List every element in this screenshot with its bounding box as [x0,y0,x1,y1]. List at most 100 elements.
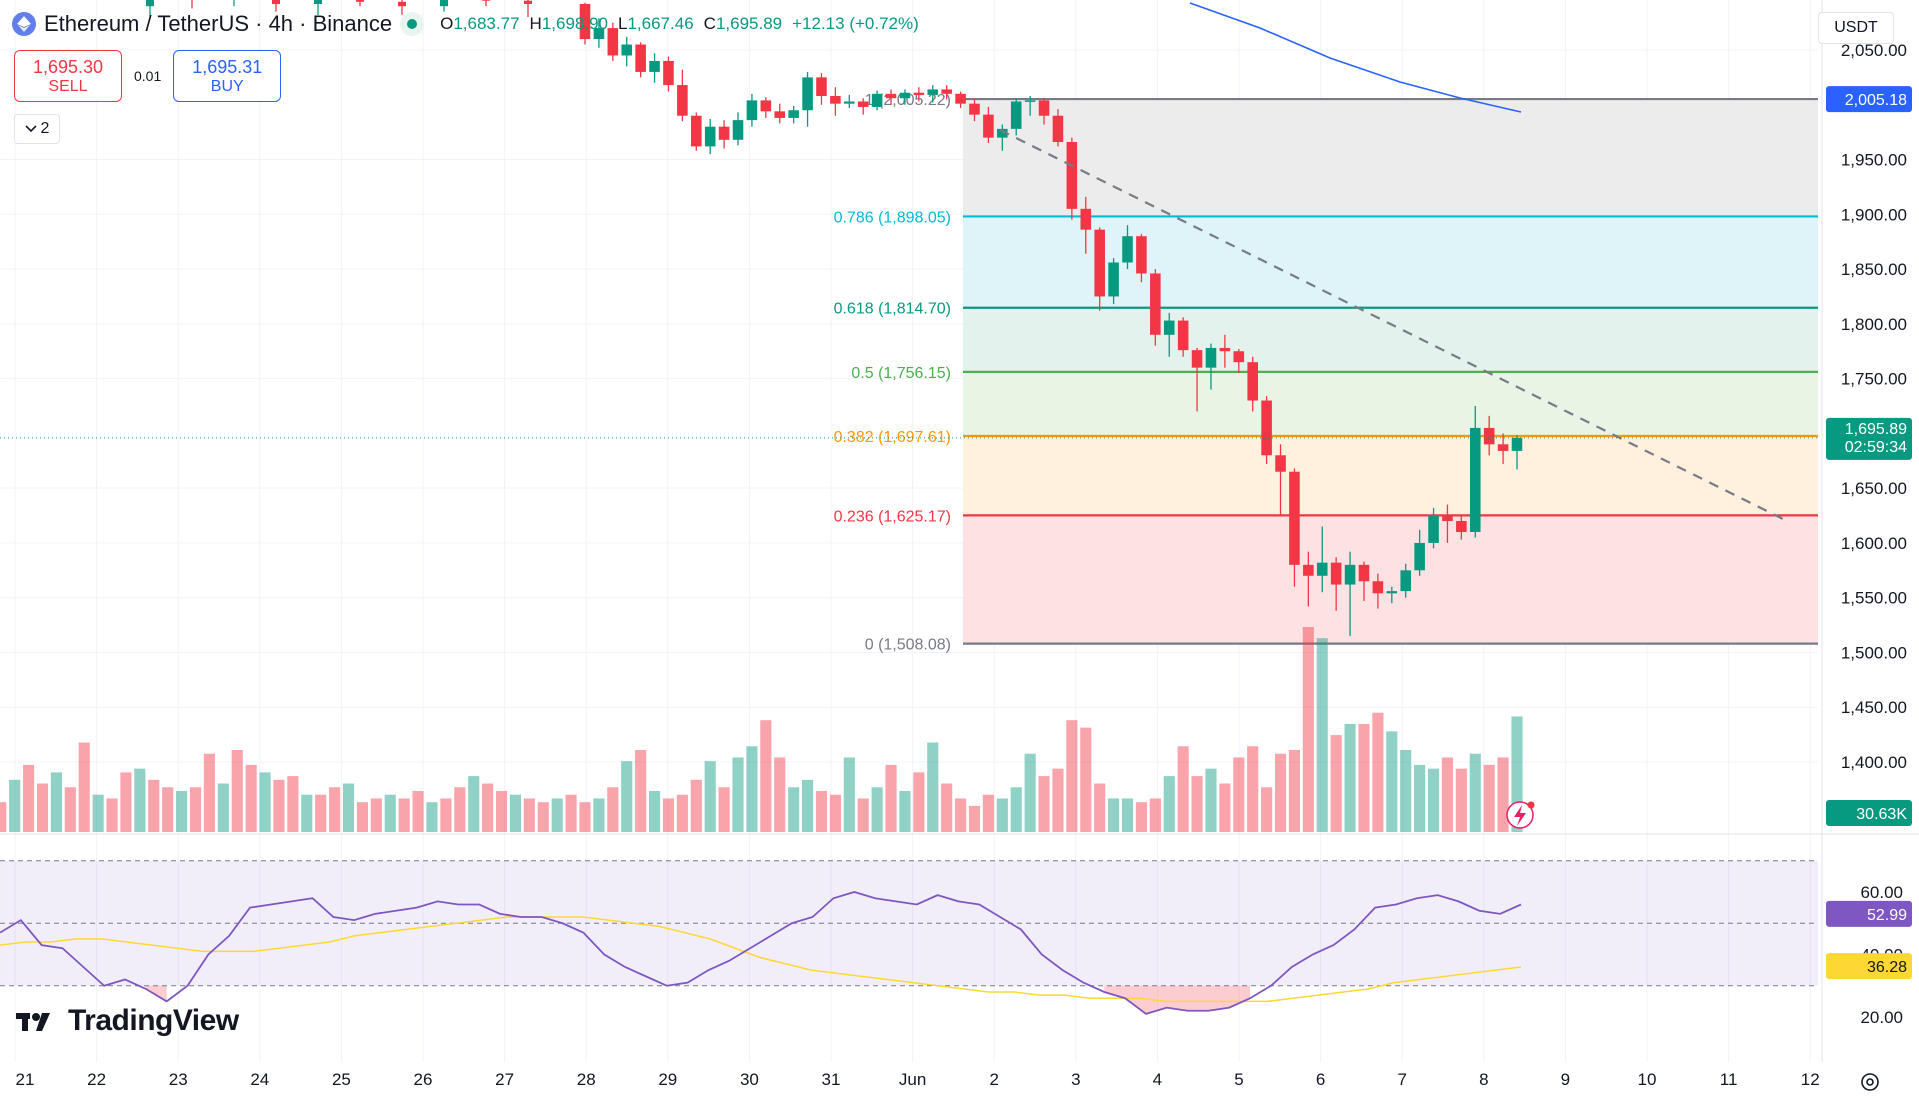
candle-body [1163,320,1175,335]
candle-body [1024,100,1036,102]
candle-body [913,92,925,95]
candle-body [1316,562,1328,576]
candle-body [885,93,897,99]
volume-bar [1247,746,1259,832]
volume-bar [523,798,535,832]
fib-zone [963,307,1818,372]
indicators-toggle-button[interactable]: 2 [14,114,60,144]
volume-bar [746,746,758,832]
candle-body [593,28,605,40]
volume-tag-text: 30.63K [1856,806,1907,823]
volume-bar [1302,627,1314,832]
volume-bar [315,794,327,832]
candle-body [1344,564,1356,585]
price-axis-label: 1,850.00 [1841,260,1907,279]
candle-body [314,0,322,4]
time-axis-label: 27 [495,1070,514,1089]
time-axis-label: 30 [740,1070,759,1089]
volume-bar [1344,723,1356,832]
volume-bar [1483,764,1495,832]
volume-bar [551,798,563,832]
volume-bar [718,787,730,832]
volume-bar [1441,757,1454,832]
fib-level-label: 0.5 (1,756.15) [851,365,951,382]
volume-bar [1469,753,1481,832]
candle-body [440,0,448,7]
candle-body [663,60,674,86]
market-open-status-icon [400,12,425,36]
candle-body [969,103,980,115]
candle-body [635,44,646,72]
symbol-title[interactable]: Ethereum / TetherUS · 4h · Binance [44,11,393,36]
volume-bar [1163,776,1175,832]
volume-bar [356,802,368,832]
candle-body [941,89,952,94]
candle-body [732,120,744,140]
volume-bar [760,720,772,832]
volume-bar [1052,768,1064,832]
volume-bar [607,787,619,832]
buy-label: BUY [210,77,244,95]
ma-price-tag-text: 2,005.18 [1845,92,1907,109]
volume-bar [1274,753,1287,832]
symbol-header[interactable]: Ethereum / TetherUS · 4h · Binance O1,68… [12,10,919,38]
volume-bar [955,798,967,832]
close-value: 1,695.89 [715,14,783,33]
volume-bar [1455,768,1467,832]
candle-body [760,100,772,112]
candle-body [1400,570,1412,592]
candle-body [802,77,813,111]
axis-settings-gear-icon[interactable] [1861,1073,1879,1091]
candle-body [857,101,869,107]
candle-body [1150,273,1161,335]
candle-body [1358,564,1370,582]
volume-bar [1094,783,1106,832]
candle-body [746,100,758,121]
price-axis-label: 1,600.00 [1841,534,1907,553]
price-axis-label: 2,050.00 [1841,41,1907,60]
time-axis-label: Jun [899,1070,926,1089]
volume-bar [593,798,605,832]
rsi-ma-line [0,916,1522,1003]
volume-bar [176,791,188,832]
volume-bar [704,761,716,832]
candle-body [844,101,855,104]
candle-body [1205,347,1217,368]
time-axis-label: 10 [1638,1070,1657,1089]
ma-price-tag: 2,005.18 [1826,86,1912,113]
tradingview-wordmark: TradingView [68,1004,239,1037]
time-axis-label: 3 [1071,1070,1080,1089]
candle-body [774,111,786,118]
candle-body [1511,437,1523,451]
candle-body [1330,562,1342,585]
volume-bar [996,798,1008,832]
price-axis-label: 1,650.00 [1841,479,1907,498]
candle-body [146,0,154,7]
time-axis-label: 9 [1561,1070,1570,1089]
rsi-axis-label: 20.00 [1860,1008,1903,1027]
currency-selector[interactable]: USDT [1818,12,1894,44]
tradingview-logo[interactable]: TradingView [16,1004,239,1038]
volume-bar [106,798,118,832]
volume-bar [913,772,925,832]
fib-zone [963,216,1818,308]
buy-button[interactable]: 1,695.31 BUY [173,50,282,102]
candle-body [524,0,532,4]
price-axis-label: 1,400.00 [1841,753,1907,772]
volume-bar [1261,787,1273,832]
candle-body [1191,350,1203,368]
time-axis-label: 21 [16,1070,35,1089]
volume-bar [1330,735,1342,832]
volume-bar [301,794,313,832]
candle-body [1386,591,1398,594]
volume-bar [815,791,828,832]
price-axis-label: 1,900.00 [1841,205,1907,224]
price-axis-label: 1,800.00 [1841,315,1907,334]
candle-body [1289,471,1300,565]
sell-button[interactable]: 1,695.30 SELL [14,50,122,102]
candle-body [690,115,702,147]
fib-zone [963,371,1818,437]
trade-panel: 1,695.30 SELL 0.01 1,695.31 BUY [14,50,282,102]
time-axis-label: 11 [1720,1070,1738,1089]
